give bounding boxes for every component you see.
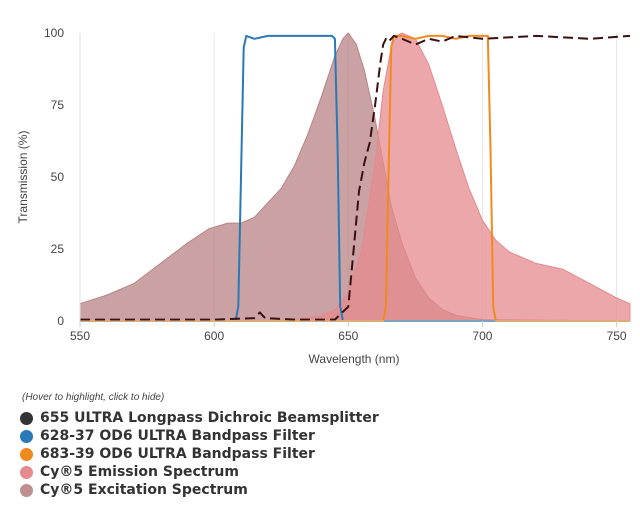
legend-dot-icon [20, 429, 33, 443]
y-tick-label: 50 [51, 170, 65, 184]
legend-label: 628-37 OD6 ULTRA Bandpass Filter [40, 428, 315, 444]
legend-dot-icon [20, 483, 33, 497]
y-tick-label: 0 [57, 314, 64, 328]
x-tick-label: 700 [472, 329, 492, 343]
y-tick-label: 75 [51, 98, 65, 112]
x-tick-label: 650 [338, 329, 358, 343]
legend-label: Cy®5 Excitation Spectrum [40, 482, 248, 498]
legend-item-3[interactable]: 683-39 OD6 ULTRA Bandpass Filter [20, 445, 620, 463]
legend-label: Cy®5 Emission Spectrum [40, 464, 239, 480]
x-tick-label: 550 [70, 329, 90, 343]
legend-label: 683-39 OD6 ULTRA Bandpass Filter [40, 446, 315, 462]
legend-label: 655 ULTRA Longpass Dichroic Beamsplitter [40, 410, 379, 426]
x-tick-label: 600 [204, 329, 224, 343]
series-5-line[interactable] [80, 34, 631, 321]
series-3-line[interactable] [80, 34, 630, 322]
y-axis-title: Transmission (%) [16, 131, 30, 224]
axis-layer: 550 600 650 700 750 0 25 50 75 100 [44, 26, 630, 343]
legend-dot-icon [20, 411, 33, 425]
series-4-line[interactable] [80, 34, 630, 322]
legend-item-5[interactable]: Cy®5 Excitation Spectrum [20, 481, 620, 499]
legend-item-1[interactable]: 655 ULTRA Longpass Dichroic Beamsplitter [20, 409, 620, 427]
y-tick-label: 25 [51, 242, 65, 256]
legend-item-4[interactable]: Cy®5 Emission Spectrum [20, 463, 620, 481]
legend-list: 655 ULTRA Longpass Dichroic Beamsplitter… [20, 409, 620, 499]
legend-dot-icon [20, 447, 33, 461]
y-tick-label: 100 [44, 26, 64, 40]
legend-hint: (Hover to highlight, click to hide) [22, 392, 165, 403]
spectra-chart: 550 600 650 700 750 0 25 50 75 100 Wavelength (nm… [16, 26, 631, 366]
legend-dot-icon [20, 465, 33, 479]
x-axis-title: Wavelength (nm) [309, 352, 400, 366]
x-tick-label: 750 [607, 329, 627, 343]
legend-item-2[interactable]: 628-37 OD6 ULTRA Bandpass Filter [20, 427, 620, 445]
series-layer [79, 32, 631, 322]
legend: (Hover to highlight, click to hide) 655 … [20, 392, 620, 499]
